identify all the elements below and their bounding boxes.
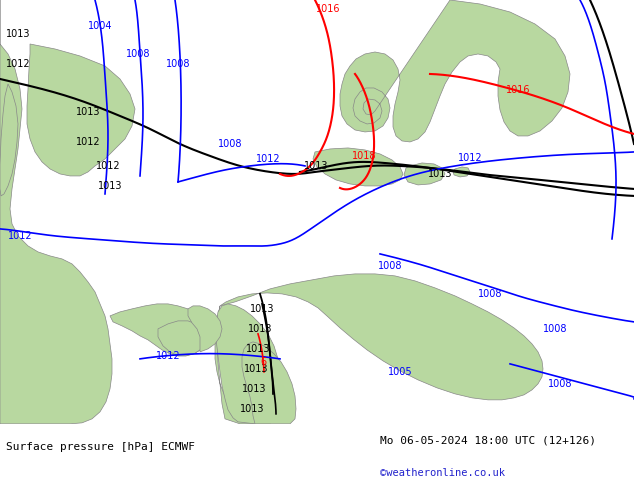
Text: 1013: 1013 bbox=[240, 404, 264, 414]
Text: 1013: 1013 bbox=[428, 169, 452, 179]
Text: 1008: 1008 bbox=[378, 261, 402, 271]
Text: 1008: 1008 bbox=[548, 379, 573, 389]
Text: 1013: 1013 bbox=[75, 107, 100, 117]
Text: Mo 06-05-2024 18:00 UTC (12+126): Mo 06-05-2024 18:00 UTC (12+126) bbox=[380, 436, 597, 445]
Text: 1012: 1012 bbox=[156, 351, 180, 361]
Text: 1016: 1016 bbox=[506, 85, 530, 95]
Text: 1013: 1013 bbox=[243, 364, 268, 374]
Polygon shape bbox=[220, 274, 543, 400]
Polygon shape bbox=[453, 167, 470, 177]
Text: 1012: 1012 bbox=[256, 154, 280, 164]
Text: 1013: 1013 bbox=[250, 304, 275, 314]
Text: 1018: 1018 bbox=[352, 151, 376, 161]
Text: 1008: 1008 bbox=[126, 49, 150, 59]
Text: 1016: 1016 bbox=[316, 4, 340, 14]
Text: 1005: 1005 bbox=[387, 367, 412, 377]
Text: 1012: 1012 bbox=[8, 231, 32, 241]
Text: 1012: 1012 bbox=[458, 153, 482, 163]
Polygon shape bbox=[0, 0, 112, 424]
Text: ©weatheronline.co.uk: ©weatheronline.co.uk bbox=[380, 468, 505, 478]
Text: 1012: 1012 bbox=[6, 59, 30, 69]
Text: 6: 6 bbox=[260, 357, 266, 367]
Polygon shape bbox=[313, 148, 403, 186]
Text: 1013: 1013 bbox=[242, 384, 266, 394]
Polygon shape bbox=[215, 306, 255, 424]
Polygon shape bbox=[110, 304, 208, 356]
Polygon shape bbox=[340, 0, 570, 142]
Text: 1013: 1013 bbox=[246, 344, 270, 354]
Polygon shape bbox=[188, 306, 222, 352]
Text: 1008: 1008 bbox=[543, 324, 567, 334]
Text: 1008: 1008 bbox=[478, 289, 502, 299]
Polygon shape bbox=[216, 304, 280, 424]
Text: 1012: 1012 bbox=[75, 137, 100, 147]
Polygon shape bbox=[27, 44, 135, 176]
Text: Surface pressure [hPa] ECMWF: Surface pressure [hPa] ECMWF bbox=[6, 442, 195, 452]
Polygon shape bbox=[0, 84, 18, 196]
Polygon shape bbox=[158, 321, 205, 356]
Text: 1013: 1013 bbox=[6, 29, 30, 39]
Text: 1013: 1013 bbox=[98, 181, 122, 191]
Text: 1013: 1013 bbox=[248, 324, 272, 334]
Text: 1013: 1013 bbox=[304, 161, 328, 171]
Text: 1004: 1004 bbox=[87, 21, 112, 31]
Text: 1008: 1008 bbox=[165, 59, 190, 69]
Text: 1012: 1012 bbox=[96, 161, 120, 171]
Text: 1008: 1008 bbox=[217, 139, 242, 149]
Polygon shape bbox=[404, 163, 445, 185]
Polygon shape bbox=[242, 342, 296, 424]
